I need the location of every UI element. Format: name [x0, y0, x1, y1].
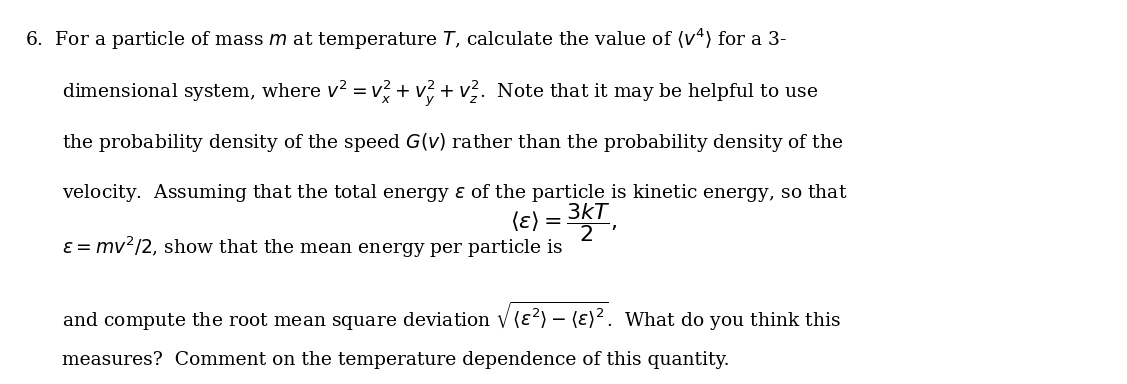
Text: velocity.  Assuming that the total energy $\epsilon$ of the particle is kinetic : velocity. Assuming that the total energy…	[62, 182, 848, 204]
Text: the probability density of the speed $G(v)$ rather than the probability density : the probability density of the speed $G(…	[62, 131, 843, 154]
Text: and compute the root mean square deviation $\sqrt{\langle \epsilon^2 \rangle - \: and compute the root mean square deviati…	[62, 300, 841, 333]
Text: dimensional system, where $v^2 = v_x^2 + v_y^2 + v_z^2$.  Note that it may be he: dimensional system, where $v^2 = v_x^2 +…	[62, 79, 818, 109]
Text: 6.  For a particle of mass $m$ at temperature $T$, calculate the value of $\lang: 6. For a particle of mass $m$ at tempera…	[25, 27, 787, 52]
Text: $\epsilon = mv^2/2$, show that the mean energy per particle is: $\epsilon = mv^2/2$, show that the mean …	[62, 234, 564, 260]
Text: measures?  Comment on the temperature dependence of this quantity.: measures? Comment on the temperature dep…	[62, 351, 729, 369]
Text: $\langle \epsilon \rangle = \dfrac{3kT}{2},$: $\langle \epsilon \rangle = \dfrac{3kT}{…	[511, 201, 616, 244]
